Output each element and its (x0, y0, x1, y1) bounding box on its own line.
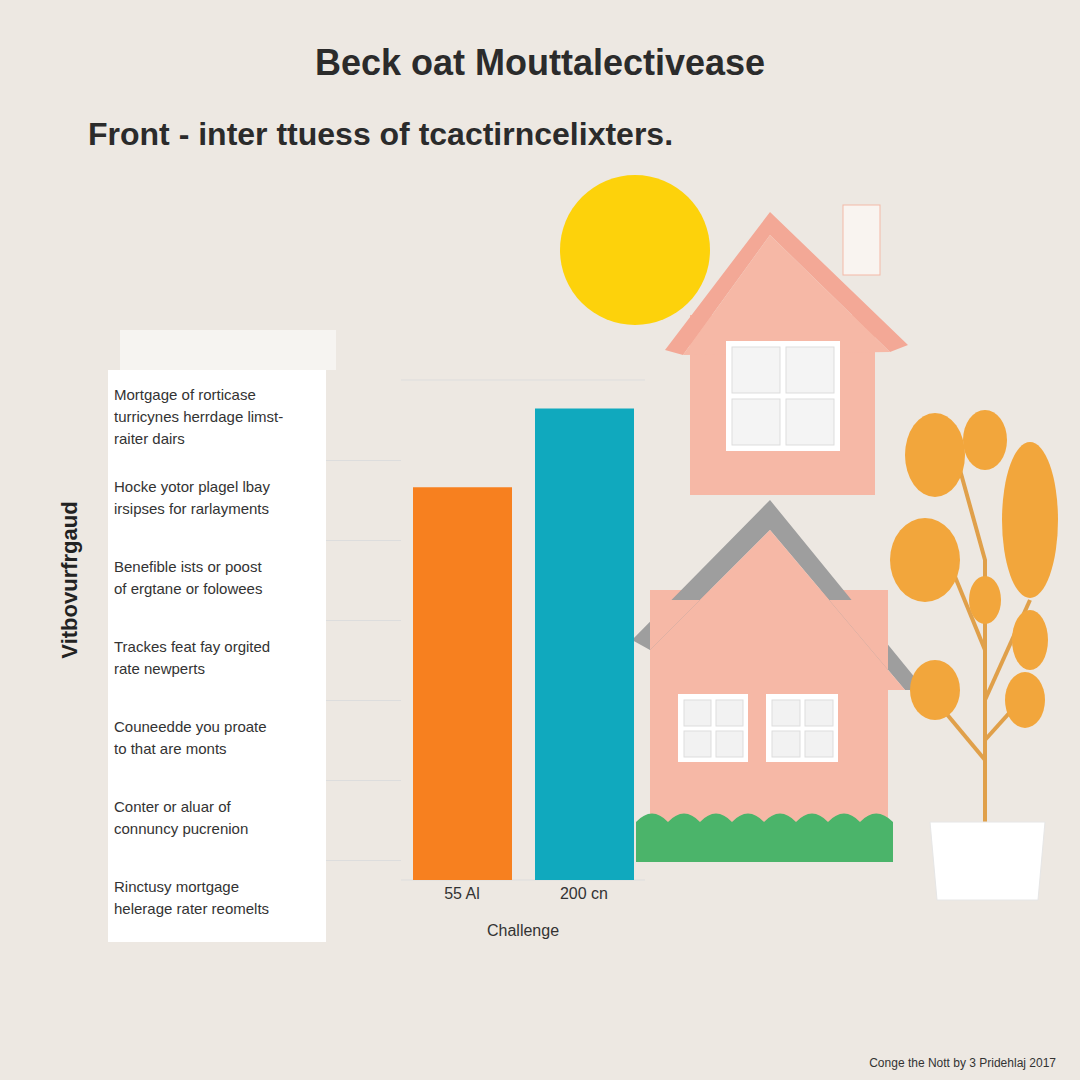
svg-text:200 cn: 200 cn (560, 885, 608, 902)
html-text:Benefible ists or poost of erg: Benefible ists or poost of ergtane or fo… (114, 558, 263, 597)
html-text:Mortgage of rorticase turricyn: Mortgage of rorticase turricynes herrdag… (114, 386, 284, 447)
svg-text:Challenge: Challenge (487, 922, 559, 939)
html-text:Conter or aluar of connuncy pu: Conter or aluar of connuncy pucrenion (114, 798, 249, 837)
html-text:Trackes feat fay orgited rate: Trackes feat fay orgited rate newperts (114, 638, 271, 677)
html-text:Front - inter ttuess of tcacti: Front - inter ttuess of tcactirncelixter… (88, 116, 673, 152)
html-text:Hocke yotor plagel lbay irsips: Hocke yotor plagel lbay irsipses for rar… (114, 478, 270, 517)
html-text:Beck oat Mouttalectivease: Beck oat Mouttalectivease (314, 42, 766, 83)
html-text:Rinctusy mortgage helerage rat: Rinctusy mortgage helerage rater reomelt… (114, 878, 270, 917)
html-text:Conge the Nott by 3 Pridehlaj: Conge the Nott by 3 Pridehlaj 2017 (869, 1056, 1056, 1070)
html-text:Couneedde you proate to that a: Couneedde you proate to that are monts (114, 718, 267, 757)
html-text:Vitbovurfrgaud: Vitbovurfrgaud (57, 501, 82, 659)
svg-text:55 Al: 55 Al (444, 885, 480, 902)
